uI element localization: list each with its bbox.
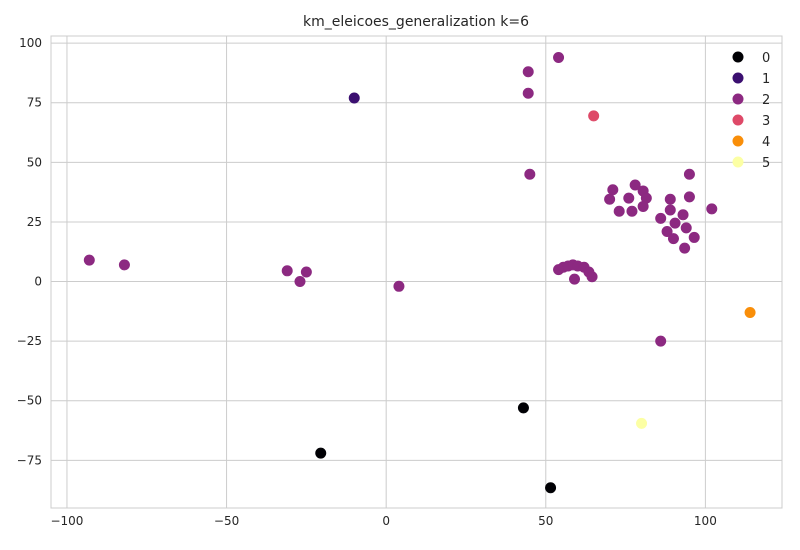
y-tick-label: −75 [17,453,42,467]
legend-marker-0 [732,51,744,63]
data-point-cluster-2 [524,168,536,180]
x-axis-ticks: −100 −50 0 50 100 [50,514,716,528]
data-point-cluster-2 [393,280,405,292]
data-point-cluster-0 [315,447,327,459]
data-point-cluster-2 [680,222,692,234]
x-tick-label: −50 [214,514,239,528]
data-point-cluster-2 [553,51,565,63]
data-point-cluster-2 [623,192,635,204]
legend-marker-5 [732,156,744,168]
y-tick-label: 25 [27,215,42,229]
plot-area [51,36,782,508]
data-point-cluster-2 [626,205,638,217]
legend-label-5: 5 [762,156,770,171]
data-point-cluster-2 [522,66,534,78]
data-point-cluster-2 [667,233,679,245]
data-point-cluster-2 [683,168,695,180]
data-point-cluster-5 [636,417,648,429]
data-point-cluster-2 [688,231,700,243]
data-point-cluster-2 [586,271,598,283]
data-point-cluster-2 [664,193,676,205]
x-tick-label: 100 [694,514,717,528]
legend-marker-3 [732,114,744,126]
data-point-cluster-2 [613,205,625,217]
data-point-cluster-0 [517,402,529,414]
y-tick-label: 50 [27,155,42,169]
data-point-cluster-4 [744,307,756,319]
legend: 0 1 2 3 4 5 [732,51,770,171]
y-axis-ticks: −75 −50 −25 0 25 50 75 100 [17,36,42,467]
data-point-cluster-2 [294,276,306,288]
y-tick-label: 100 [19,36,42,50]
legend-marker-2 [732,93,744,105]
data-point-cluster-2 [522,87,534,99]
data-point-cluster-2 [683,191,695,203]
data-point-cluster-2 [83,254,95,266]
data-point-cluster-2 [669,217,681,229]
y-tick-label: −50 [17,394,42,408]
data-point-cluster-2 [655,212,667,224]
data-point-cluster-0 [545,482,557,494]
data-point-cluster-1 [348,92,360,104]
data-point-cluster-2 [637,200,649,212]
chart-title: km_eleicoes_generalization k=6 [303,14,529,30]
y-tick-label: −25 [17,334,42,348]
data-point-cluster-2 [664,204,676,216]
data-point-cluster-2 [655,335,667,347]
data-point-cluster-2 [706,203,718,215]
legend-label-3: 3 [762,114,770,129]
legend-label-2: 2 [762,93,770,108]
data-point-cluster-2 [677,209,689,221]
data-point-cluster-2 [118,259,130,271]
legend-label-4: 4 [762,135,770,150]
data-point-cluster-2 [679,242,691,254]
data-point-cluster-2 [607,184,619,196]
data-points [83,51,756,494]
data-point-cluster-2 [604,193,616,205]
data-point-cluster-3 [588,110,600,122]
x-tick-label: 0 [382,514,390,528]
data-point-cluster-2 [300,266,312,278]
data-point-cluster-2 [569,273,581,285]
legend-marker-1 [732,72,744,84]
data-point-cluster-2 [661,225,673,237]
x-tick-label: 50 [538,514,553,528]
y-tick-label: 75 [27,96,42,110]
legend-marker-4 [732,135,744,147]
legend-label-1: 1 [762,72,770,87]
x-tick-label: −100 [50,514,83,528]
data-point-cluster-2 [281,265,293,277]
plot-frame [50,35,783,509]
data-point-cluster-2 [629,179,641,191]
y-tick-label: 0 [34,275,42,289]
legend-label-0: 0 [762,51,770,66]
